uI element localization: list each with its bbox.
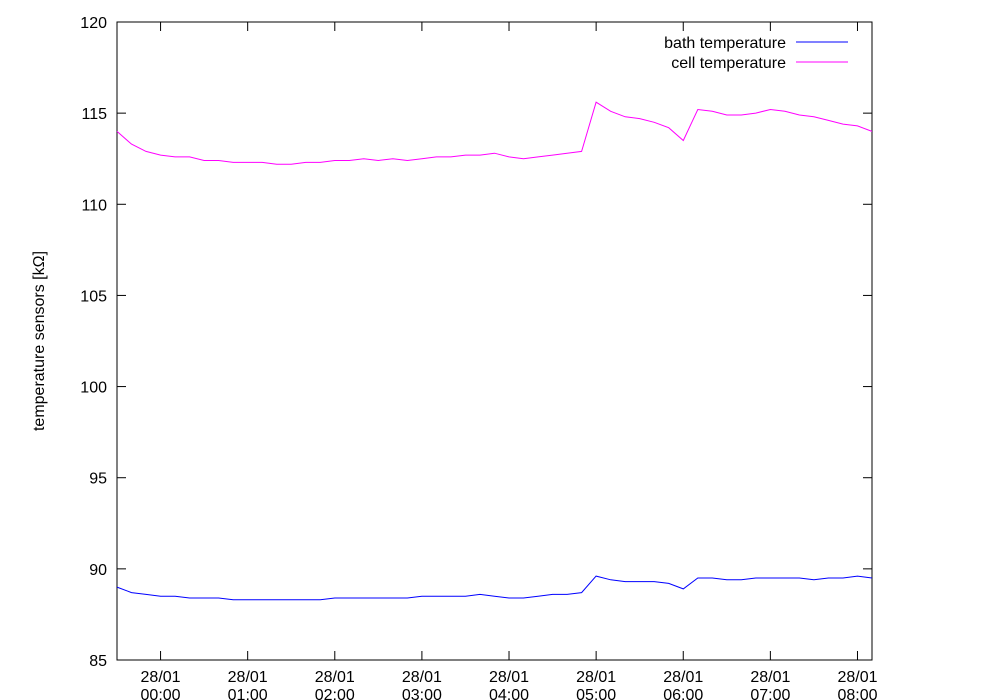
plot-frame (116, 21, 873, 661)
x-tick-label: 28/01 06:00 (663, 669, 703, 700)
y-tick-label: 120 (80, 15, 107, 32)
y-tick-label: 90 (89, 562, 107, 579)
x-tick-label: 28/01 03:00 (402, 669, 442, 700)
legend-label: bath temperature (664, 35, 786, 52)
y-tick-label: 110 (81, 197, 107, 214)
y-tick-label: 95 (89, 471, 107, 488)
x-tick-label: 28/01 02:00 (315, 669, 355, 700)
x-tick-label: 28/01 04:00 (489, 669, 529, 700)
x-tick-label: 28/01 07:00 (750, 669, 790, 700)
x-tick-label: 28/01 01:00 (228, 669, 268, 700)
y-tick-label: 105 (80, 288, 107, 305)
series-line (116, 101, 873, 165)
y-axis-label: temperature sensors [kΩ] (31, 251, 48, 431)
y-tick-label: 100 (80, 380, 107, 397)
y-tick-label: 115 (81, 106, 107, 123)
legend-label: cell temperature (671, 55, 786, 72)
x-tick-label: 28/01 08:00 (837, 669, 877, 700)
x-tick-label: 28/01 00:00 (141, 669, 181, 700)
x-tick-label: 28/01 05:00 (576, 669, 616, 700)
series-line (116, 575, 873, 601)
y-tick-label: 85 (89, 653, 107, 670)
